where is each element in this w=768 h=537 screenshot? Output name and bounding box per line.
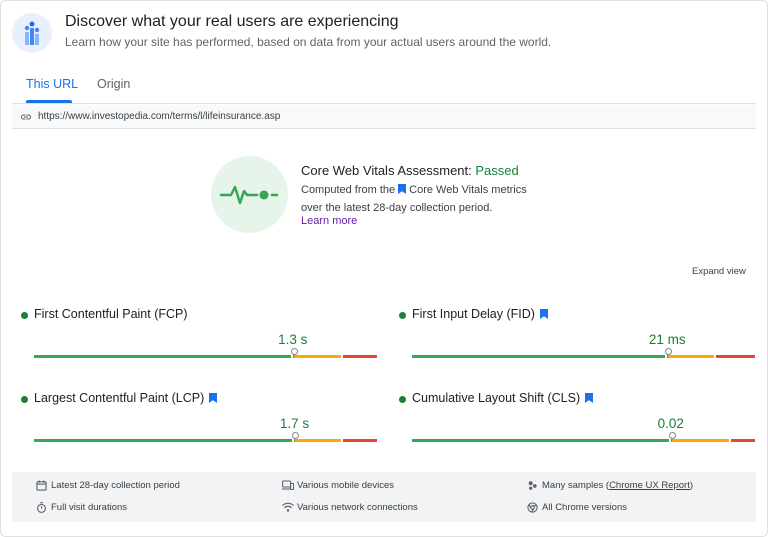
- footer-text: All Chrome versions: [542, 502, 627, 513]
- metric-value: 21 ms: [648, 332, 686, 347]
- stopwatch-icon: [37, 502, 46, 513]
- wifi-icon: [282, 502, 294, 512]
- percentile-marker: [665, 348, 673, 358]
- footer-text: Various network connections: [297, 502, 418, 513]
- metric-cls[interactable]: Cumulative Layout Shift (CLS) 0.02: [399, 391, 755, 451]
- footer-devices: Various mobile devices: [282, 480, 394, 491]
- footer-text: Many samples (: [542, 480, 610, 491]
- bar-segment-good: [412, 355, 666, 358]
- bar-segment-good: [34, 355, 291, 358]
- bar-segment-ni: [670, 439, 730, 442]
- bookmark-icon: [398, 184, 407, 194]
- bar-segment-ni: [292, 355, 341, 358]
- assessment-title: Core Web Vitals Assessment: Passed: [301, 163, 519, 178]
- assessment-desc-line2: over the latest 28-day collection period…: [301, 202, 493, 214]
- calendar-icon: [36, 480, 47, 491]
- assessment-status: Passed: [475, 163, 519, 178]
- good-status-dot: [399, 396, 406, 403]
- metric-name-text: Cumulative Layout Shift (CLS): [412, 391, 581, 405]
- footer-text: Full visit durations: [51, 502, 128, 513]
- metric-name-text: Largest Contentful Paint (LCP): [34, 391, 205, 405]
- tabs-divider: [12, 103, 756, 104]
- good-status-dot: [399, 312, 406, 319]
- metric-name: First Input Delay (FID): [412, 307, 548, 321]
- bar-segment-poor: [715, 355, 755, 358]
- bar-segment-poor: [731, 439, 755, 442]
- assessment-description: Computed from the Core Web Vitals metrics…: [301, 181, 527, 217]
- core-vital-bookmark-icon: [209, 393, 218, 403]
- percentile-marker: [668, 432, 676, 442]
- percentile-marker: [292, 432, 300, 442]
- core-vital-bookmark-icon: [585, 393, 594, 403]
- page-title: Discover what your real users are experi…: [65, 13, 399, 30]
- metric-lcp[interactable]: Largest Contentful Paint (LCP) 1.7 s: [21, 391, 377, 451]
- bar-segment-ni: [294, 439, 341, 442]
- core-web-vitals-link[interactable]: Core Web Vitals metrics: [409, 184, 527, 196]
- tab-origin[interactable]: Origin: [97, 77, 131, 91]
- assessment-desc-prefix: Computed from the: [301, 184, 396, 196]
- metric-value: 1.7 s: [279, 416, 310, 431]
- bar-segment-poor: [342, 355, 377, 358]
- page-url: https://www.investopedia.com/terms/l/lif…: [38, 111, 281, 122]
- metric-name: First Contentful Paint (FCP): [34, 307, 188, 321]
- footer-connections: Various network connections: [282, 502, 418, 513]
- metric-name-text: First Contentful Paint (FCP): [34, 307, 188, 321]
- metric-value: 1.3 s: [278, 332, 308, 347]
- metric-name-text: First Input Delay (FID): [412, 307, 535, 321]
- distribution-bar: [412, 432, 757, 442]
- metric-fcp[interactable]: First Contentful Paint (FCP) 1.3 s: [21, 307, 377, 367]
- samples-icon: [528, 481, 537, 490]
- percentile-marker: [290, 348, 298, 358]
- bar-segment-poor: [342, 439, 377, 442]
- tab-this-url[interactable]: This URL: [26, 77, 79, 91]
- footer-text: ): [689, 480, 694, 491]
- devices-icon: [282, 480, 294, 491]
- expand-view-button[interactable]: Expand view: [692, 266, 746, 277]
- active-tab-indicator: [26, 100, 72, 103]
- footer-collection-period: Latest 28-day collection period: [36, 480, 180, 491]
- data-summary-footer: Latest 28-day collection period Various …: [12, 472, 756, 522]
- core-vital-bookmark-icon: [539, 309, 548, 319]
- chrome-ux-report-link[interactable]: Chrome UX Report: [609, 480, 690, 491]
- footer-versions: All Chrome versions: [527, 502, 627, 513]
- good-status-dot: [21, 396, 28, 403]
- metric-name: Largest Contentful Paint (LCP): [34, 391, 218, 405]
- footer-samples: Many samples (Chrome UX Report): [528, 480, 694, 491]
- vitals-pulse-icon: [211, 156, 288, 233]
- distribution-bar: [34, 432, 379, 442]
- page-subtitle: Learn how your site has performed, based…: [65, 35, 552, 49]
- footer-text: Various mobile devices: [297, 480, 394, 491]
- distribution-bar: [34, 348, 379, 358]
- metric-value: 0.02: [657, 416, 684, 431]
- chrome-icon: [527, 502, 538, 513]
- learn-more-link[interactable]: Learn more: [301, 215, 358, 227]
- assessment-label: Core Web Vitals Assessment:: [301, 163, 472, 178]
- users-chart-icon: [12, 13, 52, 53]
- footer-text: Latest 28-day collection period: [51, 480, 180, 491]
- metric-name: Cumulative Layout Shift (CLS): [412, 391, 594, 405]
- bar-segment-ni: [667, 355, 714, 358]
- footer-durations: Full visit durations: [37, 502, 128, 513]
- bar-segment-good: [34, 439, 293, 442]
- bar-segment-good: [412, 439, 669, 442]
- url-bar: https://www.investopedia.com/terms/l/lif…: [12, 105, 756, 129]
- metric-fid[interactable]: First Input Delay (FID) 21 ms: [399, 307, 755, 367]
- good-status-dot: [21, 312, 28, 319]
- distribution-bar: [412, 348, 757, 358]
- link-icon: [21, 114, 31, 120]
